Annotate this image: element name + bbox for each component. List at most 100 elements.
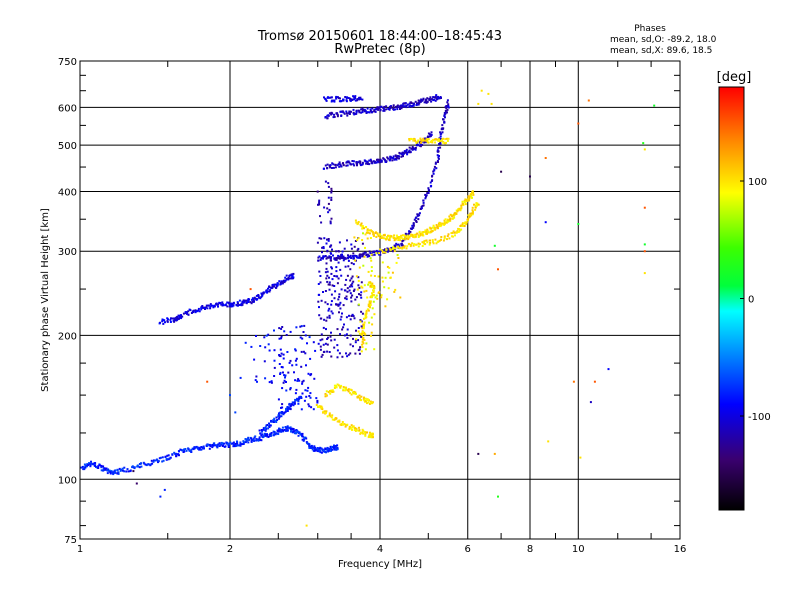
trace-point <box>380 235 383 238</box>
scatter-point <box>324 180 327 183</box>
scatter-point <box>361 286 364 289</box>
scatter-point <box>320 237 323 240</box>
trace-point <box>431 226 434 229</box>
trace-point <box>269 289 272 292</box>
trace-point <box>427 192 430 194</box>
trace-point <box>114 471 116 474</box>
phase-box-heading: Phases <box>634 24 666 34</box>
trace-point <box>169 456 172 459</box>
trace-point <box>285 274 288 277</box>
trace-point <box>350 163 353 166</box>
trace-point <box>325 410 328 413</box>
trace-point <box>364 110 367 113</box>
trace-point <box>368 431 371 434</box>
sparse-point <box>529 175 531 178</box>
trace-point <box>412 102 415 105</box>
scatter-point <box>307 386 310 389</box>
trace-point <box>190 312 193 314</box>
trace-point <box>355 109 358 112</box>
trace-point <box>251 297 254 300</box>
scatter-point <box>395 261 398 264</box>
trace-point <box>190 450 193 453</box>
scatter-point <box>335 266 338 269</box>
scatter-point <box>273 329 275 332</box>
phase-box-line2: mean, sd,X: 89.6, 18.5 <box>610 46 712 56</box>
scatter-point <box>362 327 365 330</box>
trace-point <box>283 279 286 282</box>
trace-point <box>312 446 315 449</box>
scatter-point <box>342 304 345 307</box>
scatter-point <box>338 352 341 355</box>
trace-point <box>337 254 340 257</box>
scatter-point <box>336 349 339 352</box>
trace-point <box>422 204 425 207</box>
trace-point <box>273 433 276 436</box>
trace-point <box>257 296 260 299</box>
trace-point <box>389 158 392 160</box>
scatter-point <box>289 405 292 407</box>
trace-point <box>244 299 247 302</box>
trace-point <box>364 433 367 436</box>
trace-point <box>278 280 281 283</box>
scatter-point <box>371 307 374 310</box>
trace-point <box>185 449 188 452</box>
scatter-point <box>349 279 352 282</box>
scatter-point <box>277 398 280 401</box>
trace-point <box>321 408 324 410</box>
trace-point <box>342 386 345 388</box>
trace-point <box>170 317 172 320</box>
trace-point <box>256 298 259 301</box>
trace-point <box>215 303 218 306</box>
scatter-point <box>369 237 372 239</box>
trace-point <box>336 446 339 449</box>
trace-point <box>399 236 402 239</box>
scatter-point <box>364 246 366 249</box>
scatter-point <box>352 345 354 348</box>
trace-point <box>239 303 242 306</box>
trace-point <box>151 462 154 465</box>
scatter-point <box>353 259 356 262</box>
trace-point <box>358 426 360 429</box>
trace-point <box>428 243 431 246</box>
trace-point <box>332 166 335 169</box>
trace-point <box>270 287 273 290</box>
trace-point <box>345 100 348 103</box>
trace-point <box>368 255 371 258</box>
trace-point <box>213 444 216 447</box>
trace-point <box>200 448 203 451</box>
trace-point <box>273 285 275 288</box>
trace-point <box>375 161 378 164</box>
trace-point <box>263 434 266 437</box>
trace-point <box>171 317 174 320</box>
scatter-point <box>370 334 372 337</box>
scatter-point <box>255 375 258 378</box>
trace-point <box>276 284 279 287</box>
scatter-point <box>344 265 347 268</box>
trace-point <box>237 444 239 447</box>
trace-point <box>438 155 440 157</box>
trace-point <box>316 450 319 452</box>
scatter-point <box>321 251 323 254</box>
trace-point <box>335 95 338 98</box>
trace-point <box>445 141 447 144</box>
scatter-point <box>370 259 373 262</box>
trace-point <box>277 415 280 418</box>
scatter-point <box>287 371 290 374</box>
trace-point <box>122 469 124 472</box>
trace-point <box>218 442 221 445</box>
scatter-point <box>319 339 322 342</box>
scatter-point <box>264 346 267 349</box>
trace-point <box>374 232 377 234</box>
scatter-point <box>357 276 360 279</box>
trace-point <box>446 101 449 104</box>
trace-point <box>365 231 368 234</box>
trace-point <box>185 311 188 314</box>
scatter-point <box>330 310 333 313</box>
trace-point <box>434 162 437 165</box>
scatter-point <box>330 272 333 275</box>
scatter-point <box>375 252 378 255</box>
trace-point <box>466 198 468 201</box>
scatter-point <box>356 239 359 242</box>
trace-point <box>437 161 439 163</box>
